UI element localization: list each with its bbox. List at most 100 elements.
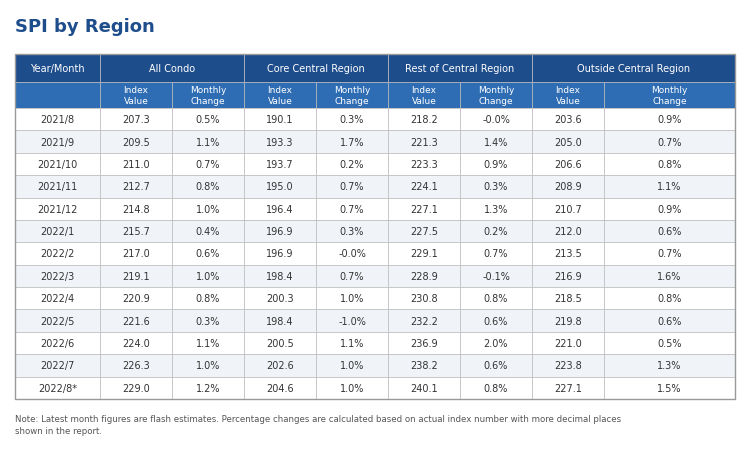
Bar xyxy=(100,83,172,109)
Bar xyxy=(15,176,100,198)
Text: 2021/9: 2021/9 xyxy=(40,138,74,147)
Bar xyxy=(460,355,532,377)
Bar xyxy=(316,220,388,243)
Text: Index
Value: Index Value xyxy=(556,86,580,106)
Text: Monthly
Change: Monthly Change xyxy=(334,86,370,106)
Bar xyxy=(388,332,460,355)
Text: 240.1: 240.1 xyxy=(410,383,438,393)
Text: 0.6%: 0.6% xyxy=(484,316,508,326)
Text: -1.0%: -1.0% xyxy=(338,316,366,326)
Bar xyxy=(388,220,460,243)
Text: 0.2%: 0.2% xyxy=(340,160,364,169)
Bar xyxy=(532,288,604,310)
Text: 224.1: 224.1 xyxy=(410,182,438,192)
Bar xyxy=(244,220,316,243)
Bar xyxy=(604,288,735,310)
Text: 203.6: 203.6 xyxy=(554,115,582,125)
Text: 0.4%: 0.4% xyxy=(196,226,220,237)
Text: 1.1%: 1.1% xyxy=(196,138,220,147)
Text: 0.7%: 0.7% xyxy=(196,160,220,169)
Text: Year/Month: Year/Month xyxy=(30,64,85,74)
Text: 1.1%: 1.1% xyxy=(196,338,220,348)
Bar xyxy=(100,109,172,131)
Text: 229.0: 229.0 xyxy=(122,383,150,393)
Text: -0.0%: -0.0% xyxy=(482,115,510,125)
Bar xyxy=(388,310,460,332)
Text: 0.3%: 0.3% xyxy=(484,182,508,192)
Text: 1.3%: 1.3% xyxy=(657,361,682,370)
Bar xyxy=(604,153,735,176)
Bar xyxy=(532,153,604,176)
Bar xyxy=(100,198,172,220)
Text: Core Central Region: Core Central Region xyxy=(267,64,364,74)
Text: 198.4: 198.4 xyxy=(266,271,294,282)
Bar xyxy=(604,131,735,153)
Bar xyxy=(172,332,244,355)
Text: 0.8%: 0.8% xyxy=(484,383,508,393)
Bar xyxy=(460,176,532,198)
Text: 238.2: 238.2 xyxy=(410,361,438,370)
Text: SPI by Region: SPI by Region xyxy=(15,18,154,36)
Bar xyxy=(532,265,604,288)
Text: 1.4%: 1.4% xyxy=(484,138,508,147)
Text: 221.6: 221.6 xyxy=(122,316,150,326)
Bar xyxy=(316,109,388,131)
Bar xyxy=(172,310,244,332)
Text: 0.3%: 0.3% xyxy=(340,226,364,237)
Bar xyxy=(604,176,735,198)
Text: Monthly
Change: Monthly Change xyxy=(478,86,514,106)
Text: 2.0%: 2.0% xyxy=(484,338,508,348)
Text: 196.9: 196.9 xyxy=(266,226,294,237)
Bar xyxy=(172,220,244,243)
Text: 227.1: 227.1 xyxy=(554,383,582,393)
Bar xyxy=(388,355,460,377)
Text: 190.1: 190.1 xyxy=(266,115,294,125)
Text: 0.9%: 0.9% xyxy=(657,115,682,125)
Bar xyxy=(388,198,460,220)
Text: 1.0%: 1.0% xyxy=(196,361,220,370)
Text: 195.0: 195.0 xyxy=(266,182,294,192)
Bar xyxy=(532,131,604,153)
Bar xyxy=(100,55,244,83)
Bar xyxy=(460,377,532,399)
Bar xyxy=(388,176,460,198)
Bar xyxy=(100,243,172,265)
Bar xyxy=(172,198,244,220)
Bar xyxy=(15,265,100,288)
Bar xyxy=(172,176,244,198)
Text: 1.5%: 1.5% xyxy=(657,383,682,393)
Text: 0.7%: 0.7% xyxy=(657,249,682,259)
Bar xyxy=(244,153,316,176)
Bar xyxy=(316,288,388,310)
Text: 0.8%: 0.8% xyxy=(484,294,508,304)
Bar xyxy=(15,377,100,399)
Text: 196.9: 196.9 xyxy=(266,249,294,259)
Text: 2021/8: 2021/8 xyxy=(40,115,74,125)
Text: 218.2: 218.2 xyxy=(410,115,438,125)
Bar xyxy=(244,332,316,355)
Bar xyxy=(460,83,532,109)
Bar xyxy=(460,310,532,332)
Bar xyxy=(604,220,735,243)
Bar xyxy=(604,265,735,288)
Text: 0.3%: 0.3% xyxy=(340,115,364,125)
Bar xyxy=(172,265,244,288)
Bar xyxy=(244,176,316,198)
Bar xyxy=(100,131,172,153)
Bar xyxy=(532,220,604,243)
Text: 0.6%: 0.6% xyxy=(196,249,220,259)
Bar xyxy=(460,109,532,131)
Text: 213.5: 213.5 xyxy=(554,249,582,259)
Bar xyxy=(388,109,460,131)
Text: 227.5: 227.5 xyxy=(410,226,438,237)
Bar xyxy=(244,265,316,288)
Text: 1.1%: 1.1% xyxy=(657,182,682,192)
Text: 2022/2: 2022/2 xyxy=(40,249,75,259)
Bar xyxy=(100,332,172,355)
Bar xyxy=(604,83,735,109)
Text: 2022/8*: 2022/8* xyxy=(38,383,77,393)
Bar xyxy=(388,265,460,288)
Bar xyxy=(316,265,388,288)
Text: 227.1: 227.1 xyxy=(410,204,438,214)
Text: 217.0: 217.0 xyxy=(122,249,150,259)
